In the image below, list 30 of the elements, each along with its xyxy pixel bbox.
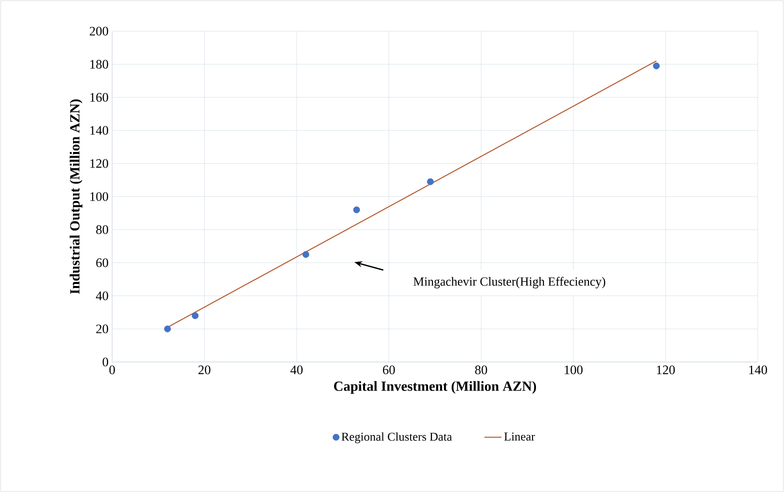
point [426,178,434,186]
x-tick-label: 120 [657,365,675,374]
y-tick-label: 100 [90,192,108,201]
x-tick-label: 140 [749,365,768,374]
y-tick-label: 80 [96,225,108,234]
point [164,325,171,332]
x-tick-label: 40 [290,365,303,374]
y-tick-label: 120 [90,159,108,168]
point [302,251,310,258]
y-tick-label: 180 [90,60,108,69]
y-tick-label: 0 [102,358,108,366]
x-tick-label: 20 [198,365,210,374]
x-tick-label: 0 [109,365,115,374]
point [353,206,360,214]
point [192,312,199,320]
x-tick-label: 60 [382,365,395,374]
point [652,62,660,70]
y-axis-title: Industrial Output (Million AZN) [70,99,82,294]
y-tick-label: 20 [96,324,108,334]
legend-label: Regional Clusters Data [342,432,452,444]
y-tick-label: 200 [90,26,108,36]
legend-label: Linear [504,432,536,441]
x-tick-label: 100 [564,365,583,374]
y-tick-label: 140 [90,126,108,135]
y-tick-label: 60 [96,258,108,268]
x-tick-label: 80 [475,365,488,374]
y-tick-label: 40 [96,291,108,300]
annotation: Mingachevir Cluster(High Effeciency) [413,276,606,288]
x-axis-title: Capital Investment (Million AZN) [334,381,536,394]
y-tick-label: 160 [90,92,108,102]
